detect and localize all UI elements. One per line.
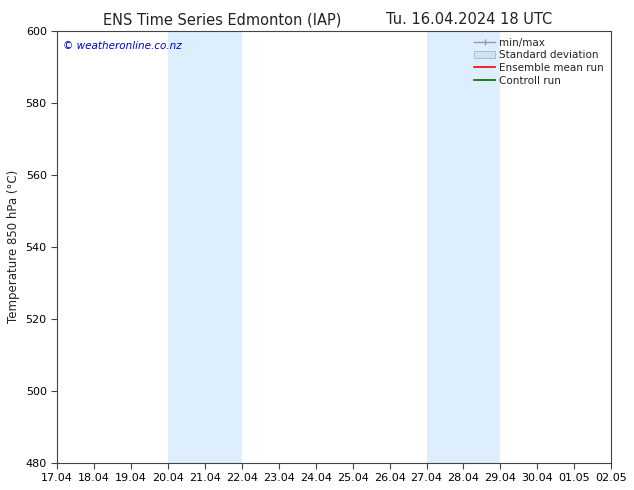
Bar — [427, 30, 500, 463]
Text: © weatheronline.co.nz: © weatheronline.co.nz — [63, 41, 181, 51]
Text: ENS Time Series Edmonton (IAP): ENS Time Series Edmonton (IAP) — [103, 12, 341, 27]
Text: Tu. 16.04.2024 18 UTC: Tu. 16.04.2024 18 UTC — [386, 12, 552, 27]
Legend: min/max, Standard deviation, Ensemble mean run, Controll run: min/max, Standard deviation, Ensemble me… — [472, 36, 606, 88]
Y-axis label: Temperature 850 hPa (°C): Temperature 850 hPa (°C) — [7, 170, 20, 323]
Bar — [168, 30, 242, 463]
